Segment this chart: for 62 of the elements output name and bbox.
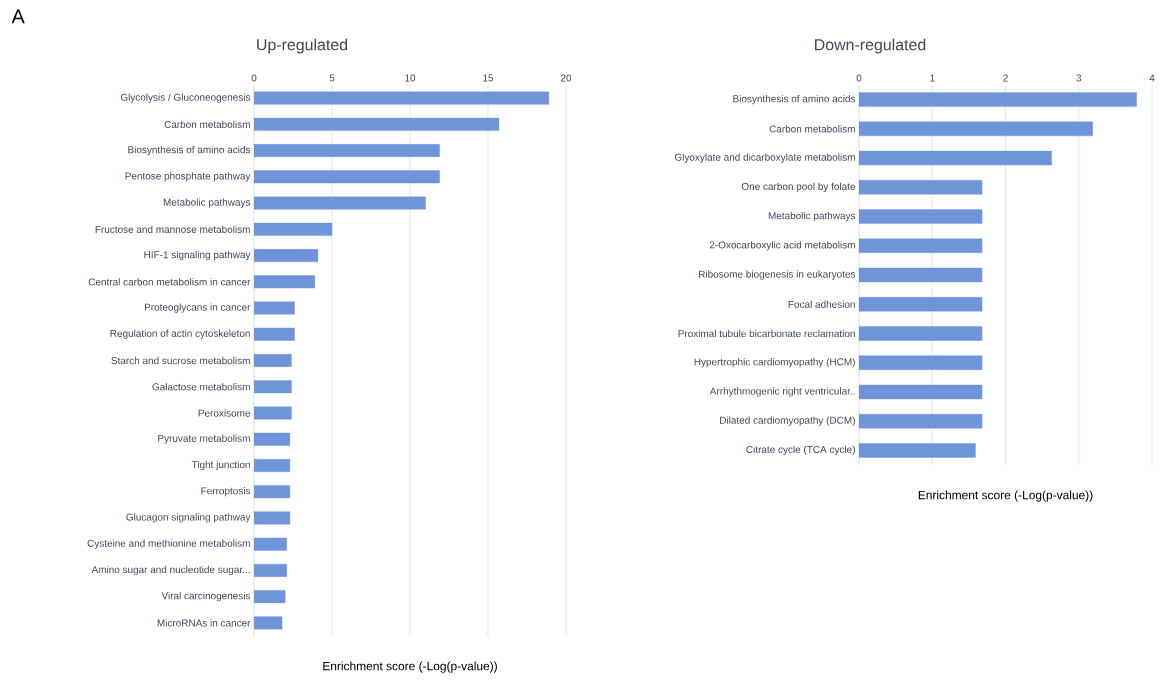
y-tick-label: Pyruvate metabolism — [158, 434, 250, 444]
x-tick-label: 0 — [856, 74, 862, 82]
x-tick-label: 20 — [560, 74, 572, 82]
y-tick-label: Galactose metabolism — [152, 383, 250, 391]
y-tick-label: Glucagon signaling pathway — [126, 513, 251, 523]
y-tick-label: Proteoglycans in cancer — [144, 303, 251, 313]
y-tick-label: Hypertrophic cardiomyopathy (HCM) — [694, 358, 855, 368]
y-tick-label: Dilated cardiomyopathy (DCM) — [720, 416, 855, 426]
y-tick-label: Metabolic pathways — [768, 211, 856, 222]
y-tick-label: Glyoxylate and dicarboxylate metabolism — [674, 153, 855, 163]
y-tick-label: Central carbon metabolism in cancer — [88, 278, 251, 286]
bar — [859, 355, 983, 370]
bar — [859, 326, 983, 341]
y-tick-label: Focal adhesion — [788, 300, 855, 308]
bar — [859, 180, 983, 195]
bar — [859, 384, 983, 400]
y-tick-label: One carbon pool by folate — [741, 182, 856, 192]
bar — [859, 121, 1093, 137]
bar — [859, 413, 983, 429]
y-tick-label: Fructose and mannose metabolism — [95, 225, 250, 233]
chart-title: Up-regulated — [257, 38, 348, 54]
y-tick-label: Citrate cycle (TCA cycle) — [746, 445, 855, 456]
y-tick-label: Biosynthesis of amino acids — [733, 94, 856, 105]
bar — [859, 443, 976, 458]
y-tick-label: Starch and sucrose metabolism — [111, 356, 250, 365]
bar — [859, 267, 983, 283]
y-tick-label: Peroxisome — [198, 409, 251, 417]
x-tick-label: 1 — [930, 74, 935, 82]
y-tick-label: Biosynthesis of amino acids — [128, 145, 251, 156]
y-tick-label: Ferroptosis — [201, 487, 251, 497]
chart-title: Down-regulated — [815, 38, 926, 54]
y-tick-label: Regulation of actin cytoskeleton — [110, 329, 250, 339]
y-tick-label: Tight junction — [191, 460, 250, 471]
y-tick-label: Arrhythmogenic right ventricular.. — [709, 387, 855, 397]
x-tick-label: 10 — [405, 74, 416, 82]
bar — [859, 297, 983, 312]
y-tick-label: Ribosome biogenesis in eukaryotes — [699, 270, 856, 280]
y-tick-label: Cysteine and methionine metabolism — [87, 539, 250, 549]
bar — [859, 150, 1052, 166]
text: A — [11, 9, 25, 24]
x-axis-title: Enrichment score (-Log(p-value)) — [918, 490, 1093, 502]
x-tick-label: 5 — [329, 74, 335, 82]
bar — [859, 209, 983, 224]
x-tick-label: 2 — [1003, 74, 1008, 82]
x-tick-label: 0 — [251, 74, 257, 82]
x-tick-label: 3 — [1076, 74, 1082, 82]
y-tick-label: Glycolysis / Gluconeogenesis — [120, 93, 251, 103]
y-tick-label: MicroRNAs in cancer — [157, 619, 251, 627]
y-tick-label: Proximal tubule bicarbonate reclamation — [678, 329, 855, 338]
x-tick-label: 15 — [483, 74, 494, 82]
y-tick-label: Metabolic pathways — [163, 198, 251, 208]
x-axis-title: Enrichment score (-Log(p-value)) — [323, 661, 497, 673]
bar — [859, 92, 1137, 107]
bar — [859, 238, 983, 253]
y-tick-label: Pentose phosphate pathway — [125, 172, 251, 182]
y-tick-label: Carbon metabolism — [164, 120, 250, 129]
y-tick-label: HIF-1 signaling pathway — [144, 250, 251, 261]
y-tick-label: Carbon metabolism — [769, 125, 855, 133]
x-tick-label: 4 — [1149, 74, 1155, 82]
y-tick-label: Amino sugar and nucleotide sugar... — [91, 565, 250, 576]
y-tick-label: Viral carcinogenesis — [161, 592, 251, 602]
y-tick-label: 2-Oxocarboxylic acid metabolism — [709, 241, 855, 251]
